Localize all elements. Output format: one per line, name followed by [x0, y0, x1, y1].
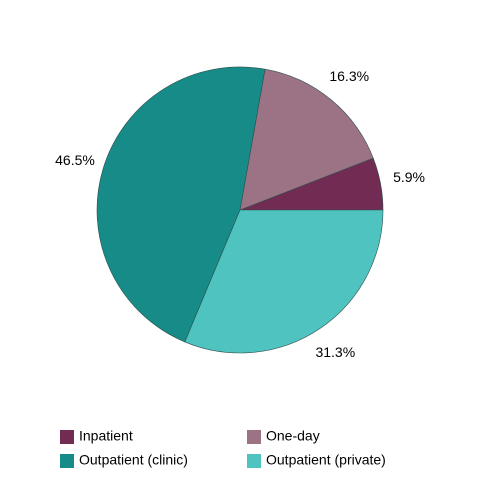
data-label: 16.3%: [329, 68, 369, 84]
data-label: 31.3%: [315, 344, 355, 360]
legend-swatch: [60, 430, 74, 444]
data-label: 46.5%: [55, 152, 95, 168]
legend-label: Outpatient (clinic): [79, 452, 188, 468]
pie-slice: [96, 66, 266, 343]
pie-slice: [239, 68, 374, 211]
legend-swatch: [247, 430, 261, 444]
data-label: 5.9%: [393, 169, 425, 185]
legend-swatch: [247, 454, 261, 468]
legend-label: One-day: [266, 428, 320, 444]
legend-label: Inpatient: [79, 428, 133, 444]
legend-label: Outpatient (private): [266, 452, 386, 468]
legend-swatch: [60, 454, 74, 468]
pie-slice: [184, 209, 384, 354]
